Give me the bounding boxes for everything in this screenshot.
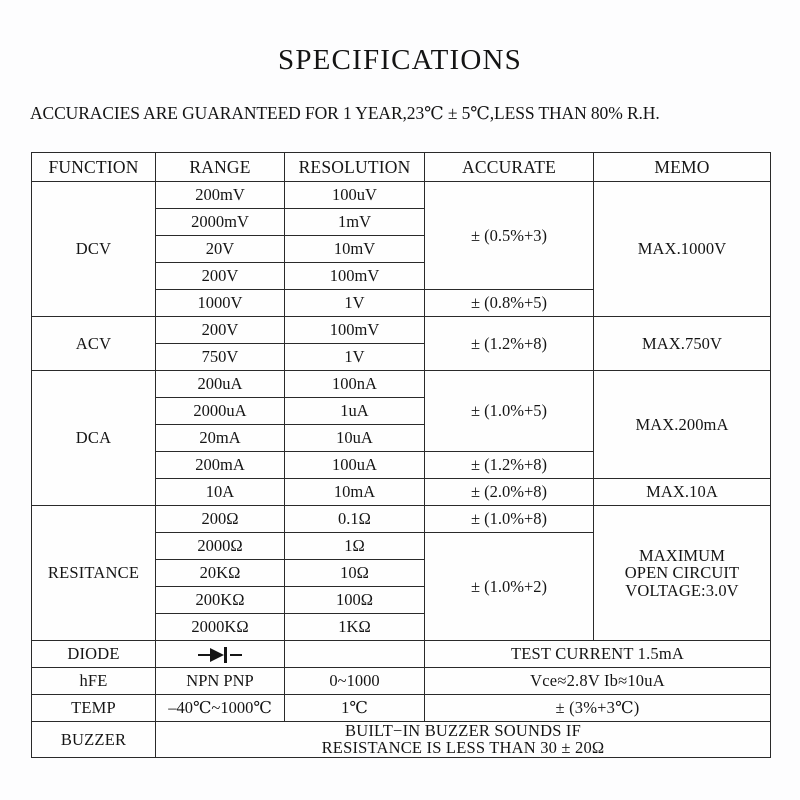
function-label-resistance: RESITANCE <box>31 505 156 641</box>
range-value: 200uA <box>155 370 285 398</box>
function-label-hfe: hFE <box>31 667 156 695</box>
buzzer-note: BUILT−IN BUZZER SOUNDS IF RESISTANCE IS … <box>155 721 771 758</box>
resolution-value: 1Ω <box>284 532 425 560</box>
range-value: 2000uA <box>155 397 285 425</box>
resolution-value <box>284 640 425 668</box>
resolution-value: 1mV <box>284 208 425 236</box>
column-header-function: FUNCTION <box>31 152 156 182</box>
table-row: 2000uA 1uA <box>32 397 771 425</box>
accuracy-value: ± (1.0%+2) <box>424 532 594 641</box>
diode-note: TEST CURRENT 1.5mA <box>424 640 771 668</box>
memo-value: MAX.10A <box>593 478 771 506</box>
table-row: 1000V 1V ± (0.8%+5) <box>32 289 771 317</box>
memo-value: MAX.750V <box>593 316 771 371</box>
range-value: 1000V <box>155 289 285 317</box>
function-label-diode: DIODE <box>31 640 156 668</box>
accuracy-guarantee-note: ACCURACIES ARE GUARANTEED FOR 1 YEAR,23℃… <box>30 103 660 123</box>
function-label-acv: ACV <box>31 316 156 371</box>
diode-icon <box>198 647 242 664</box>
range-value: 2000Ω <box>155 532 285 560</box>
range-value: 2000KΩ <box>155 613 285 641</box>
table-row: 750V 1V <box>32 343 771 371</box>
table-row: hFE NPN PNP 0~1000 Vce≈2.8V Ib≈10uA <box>31 667 771 695</box>
memo-value: MAXIMUM OPEN CIRCUIT VOLTAGE:3.0V <box>593 505 771 641</box>
hfe-note: Vce≈2.8V Ib≈10uA <box>424 667 771 695</box>
resolution-value: 10uA <box>284 424 425 452</box>
accuracy-value: ± (0.8%+5) <box>424 289 594 317</box>
range-value: 200Ω <box>155 505 285 533</box>
range-value: 20KΩ <box>155 559 285 587</box>
table-row: DCA 200uA 100nA ± (1.0%+5) MAX.200mA <box>31 370 771 506</box>
resolution-value: 100uV <box>284 181 425 209</box>
resolution-value: 100nA <box>284 370 425 398</box>
column-header-range: RANGE <box>155 152 285 182</box>
range-value: –40℃~1000℃ <box>155 694 285 722</box>
function-label-temp: TEMP <box>31 694 156 722</box>
function-label-dca: DCA <box>31 370 156 506</box>
resolution-value: 0.1Ω <box>284 505 425 533</box>
buzzer-note-line-2: RESISTANCE IS LESS THAN 30 ± 20Ω <box>321 738 605 758</box>
range-value: 10A <box>155 478 285 506</box>
function-label-buzzer: BUZZER <box>31 721 156 758</box>
memo-line-2: OPEN CIRCUIT <box>624 563 740 583</box>
resolution-value: 0~1000 <box>284 667 425 695</box>
range-value: 750V <box>155 343 285 371</box>
function-label-dcv: DCV <box>31 181 156 317</box>
table-row: 2000Ω 1Ω ± (1.0%+2) <box>32 532 771 641</box>
table-row: 20KΩ 10Ω <box>32 559 771 587</box>
range-value: 200V <box>155 316 285 344</box>
memo-line-1: MAXIMUM <box>639 546 725 566</box>
accuracy-value: ± (1.2%+8) <box>424 451 594 479</box>
column-header-accurate: ACCURATE <box>424 152 594 182</box>
resolution-value: 10mA <box>284 478 425 506</box>
buzzer-note-line-1: BUILT−IN BUZZER SOUNDS IF <box>345 721 581 740</box>
resolution-value: 1KΩ <box>284 613 425 641</box>
column-header-resolution: RESOLUTION <box>284 152 425 182</box>
page-title: SPECIFICATIONS <box>277 44 522 76</box>
resolution-value: 10mV <box>284 235 425 263</box>
range-value: 20V <box>155 235 285 263</box>
resolution-value: 1V <box>284 289 425 317</box>
table-row: 2000KΩ 1KΩ <box>32 613 771 641</box>
table-row: 2000mV 1mV <box>32 208 771 236</box>
range-value: 2000mV <box>155 208 285 236</box>
resolution-value: 1uA <box>284 397 425 425</box>
table-row: BUZZER BUILT−IN BUZZER SOUNDS IF RESISTA… <box>31 721 771 758</box>
column-header-memo: MEMO <box>593 152 771 182</box>
memo-value: MAX.200mA <box>593 370 771 479</box>
resolution-value: 100uA <box>284 451 425 479</box>
table-row: ACV 200V 100mV ± (1.2%+8) MAX.750V <box>31 316 771 371</box>
resolution-value: 100mV <box>284 316 425 344</box>
range-value: 200mV <box>155 181 285 209</box>
table-row: TEMP –40℃~1000℃ 1℃ ± (3%+3℃) <box>31 694 771 722</box>
accuracy-value: ± (2.0%+8) <box>424 478 594 506</box>
table-row: 10A 10mA ± (2.0%+8) MAX.10A <box>32 478 771 506</box>
memo-line-3: VOLTAGE:3.0V <box>625 580 739 600</box>
table-header-row: FUNCTION RANGE RESOLUTION ACCURATE MEMO <box>31 152 771 182</box>
temp-note: ± (3%+3℃) <box>424 694 771 722</box>
specifications-table-container: FUNCTION RANGE RESOLUTION ACCURATE MEMO … <box>31 152 771 758</box>
resolution-value: 1V <box>284 343 425 371</box>
resolution-value: 1℃ <box>284 694 425 722</box>
resolution-value: 100mV <box>284 262 425 290</box>
table-row: 20mA 10uA <box>32 424 771 452</box>
resolution-value: 10Ω <box>284 559 425 587</box>
accuracy-value: ± (0.5%+3) <box>424 181 594 290</box>
table-row: RESITANCE 200Ω 0.1Ω ± (1.0%+8) MAXIMUM O… <box>31 505 771 641</box>
range-value-diode <box>155 640 285 668</box>
range-value: 20mA <box>155 424 285 452</box>
table-row: DIODE TEST CURRENT 1.5mA <box>31 640 771 668</box>
accuracy-value: ± (1.0%+5) <box>424 370 594 452</box>
accuracy-value: ± (1.0%+8) <box>424 505 594 533</box>
range-value: 200V <box>155 262 285 290</box>
range-value: 200KΩ <box>155 586 285 614</box>
table-row: DCV 200mV 100uV ± (0.5%+3) MAX.1000V <box>31 181 771 317</box>
specifications-table: FUNCTION RANGE RESOLUTION ACCURATE MEMO … <box>31 152 771 758</box>
table-row: 200V 100mV <box>32 262 771 290</box>
range-value: 200mA <box>155 451 285 479</box>
range-value: NPN PNP <box>155 667 285 695</box>
memo-value: MAX.1000V <box>593 181 771 317</box>
resolution-value: 100Ω <box>284 586 425 614</box>
accuracy-value: ± (1.2%+8) <box>424 316 594 371</box>
